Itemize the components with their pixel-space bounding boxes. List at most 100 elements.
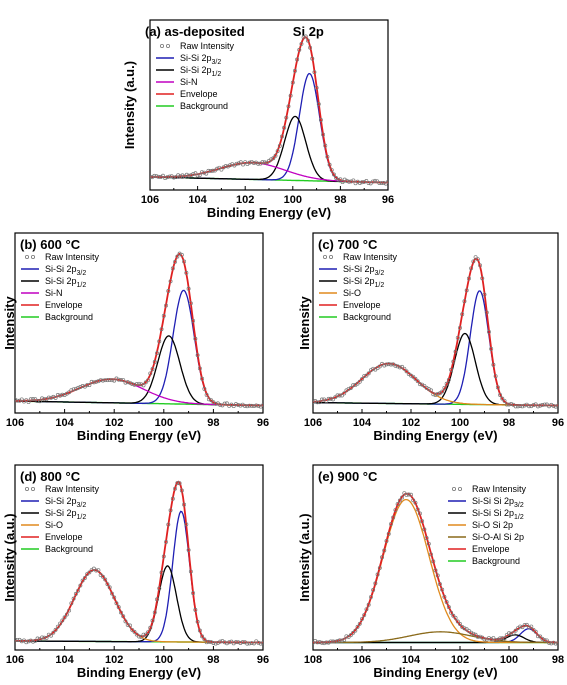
raw-intensity-point bbox=[146, 378, 150, 383]
raw-intensity-point bbox=[134, 632, 139, 637]
raw-intensity-point bbox=[360, 616, 364, 621]
raw-intensity-point bbox=[121, 614, 126, 619]
raw-intensity-point bbox=[333, 639, 338, 644]
y-axis-label: Intensity (a.u.) bbox=[297, 513, 312, 601]
raw-intensity-point bbox=[317, 640, 322, 645]
raw-intensity-point bbox=[364, 178, 369, 183]
raw-intensity-point bbox=[444, 381, 449, 386]
x-tick-label: 100 bbox=[155, 417, 173, 429]
x-tick-label: 100 bbox=[451, 417, 469, 429]
raw-intensity-point bbox=[40, 396, 45, 401]
raw-intensity-point bbox=[175, 254, 180, 259]
raw-intensity-point bbox=[324, 640, 329, 645]
raw-intensity-point bbox=[199, 170, 204, 175]
raw-intensity-point bbox=[362, 179, 367, 184]
raw-intensity-point bbox=[536, 634, 540, 639]
raw-intensity-point bbox=[206, 397, 211, 402]
raw-intensity-point bbox=[182, 502, 187, 507]
raw-intensity-point bbox=[509, 631, 514, 636]
raw-intensity-point bbox=[500, 636, 505, 641]
raw-intensity-point bbox=[112, 595, 117, 600]
raw-intensity-point bbox=[328, 639, 333, 644]
raw-intensity-point bbox=[67, 390, 72, 395]
raw-intensity-point bbox=[513, 628, 518, 633]
raw-intensity-point bbox=[386, 531, 391, 536]
raw-intensity-point bbox=[290, 80, 295, 85]
raw-intensity-point bbox=[389, 522, 393, 526]
raw-intensity-point bbox=[540, 402, 545, 407]
x-tick-label: 96 bbox=[257, 417, 269, 429]
raw-intensity-point bbox=[24, 640, 29, 645]
component-si-si-2p1-2 bbox=[15, 565, 263, 644]
component-si-si-2p1-2 bbox=[150, 115, 388, 184]
raw-intensity-point bbox=[173, 259, 178, 264]
raw-intensity-point bbox=[161, 173, 165, 178]
raw-intensity-point bbox=[455, 335, 460, 340]
raw-intensity-point bbox=[480, 635, 485, 640]
raw-intensity-point bbox=[275, 149, 280, 153]
raw-intensity-point bbox=[500, 396, 505, 401]
raw-intensity-point bbox=[100, 378, 105, 383]
raw-intensity-point bbox=[495, 385, 500, 390]
raw-intensity-point bbox=[504, 402, 509, 407]
raw-intensity-point bbox=[478, 263, 482, 268]
raw-intensity-point bbox=[193, 607, 198, 612]
raw-intensity-point bbox=[35, 399, 40, 404]
raw-intensity-point bbox=[109, 378, 114, 383]
raw-intensity-point bbox=[141, 383, 146, 388]
x-tick-label: 96 bbox=[257, 654, 269, 666]
raw-intensity-point bbox=[222, 640, 227, 645]
curves bbox=[313, 491, 558, 646]
raw-intensity-point bbox=[273, 153, 278, 158]
legend-label: Si-Si 2p3/2 bbox=[343, 264, 384, 277]
legend-label: Envelope bbox=[180, 89, 218, 99]
raw-intensity-point bbox=[482, 292, 487, 297]
legend-label: Background bbox=[472, 556, 520, 566]
raw-intensity-point bbox=[520, 625, 525, 630]
raw-intensity-point bbox=[31, 396, 35, 401]
raw-intensity-point bbox=[444, 600, 449, 604]
raw-intensity-point bbox=[357, 621, 362, 626]
raw-intensity-point bbox=[484, 310, 489, 315]
raw-intensity-point bbox=[315, 640, 320, 645]
raw-intensity-point bbox=[335, 639, 340, 644]
raw-intensity-point bbox=[518, 404, 523, 408]
raw-intensity-point bbox=[222, 401, 227, 406]
raw-intensity-point bbox=[94, 379, 99, 384]
raw-intensity-point bbox=[177, 481, 182, 486]
raw-intensity-point bbox=[542, 638, 547, 643]
raw-intensity-point bbox=[148, 625, 153, 630]
raw-intensity-point bbox=[422, 527, 427, 532]
raw-intensity-point bbox=[116, 605, 121, 610]
raw-intensity-point bbox=[538, 634, 543, 639]
legend-label: Si-O bbox=[45, 520, 63, 530]
raw-intensity-point bbox=[180, 173, 185, 178]
raw-intensity-point bbox=[197, 173, 202, 178]
raw-intensity-point bbox=[236, 161, 241, 166]
legend-label: Envelope bbox=[472, 544, 510, 554]
raw-intensity-point bbox=[529, 624, 534, 629]
y-axis-label: Intensity (a.u.) bbox=[2, 513, 17, 601]
raw-intensity-point bbox=[321, 132, 326, 137]
raw-intensity-point bbox=[164, 539, 169, 544]
raw-intensity-point bbox=[366, 602, 371, 607]
panel-label: (c) 700 °C bbox=[318, 237, 378, 252]
raw-intensity-point bbox=[400, 495, 405, 500]
panel-4: 106 104 102 100 98 96 Binding Energy (eV) Inten… bbox=[2, 464, 269, 680]
raw-intensity-point bbox=[331, 639, 335, 644]
legend-label: Envelope bbox=[45, 532, 83, 542]
raw-intensity-point bbox=[406, 492, 411, 497]
legend-label: Background bbox=[45, 544, 93, 554]
raw-intensity-point bbox=[191, 591, 196, 596]
raw-intensity-point bbox=[529, 404, 534, 409]
raw-intensity-point bbox=[130, 382, 135, 387]
legend-label: Si-Si 2p1/2 bbox=[343, 276, 384, 289]
raw-intensity-point bbox=[538, 403, 543, 408]
raw-intensity-point bbox=[507, 402, 511, 407]
raw-intensity-point bbox=[218, 639, 223, 644]
raw-intensity-point bbox=[195, 173, 200, 178]
raw-intensity-point bbox=[150, 618, 155, 623]
raw-intensity-point bbox=[157, 339, 162, 344]
raw-intensity-point bbox=[163, 176, 168, 181]
raw-intensity-point bbox=[360, 180, 364, 185]
